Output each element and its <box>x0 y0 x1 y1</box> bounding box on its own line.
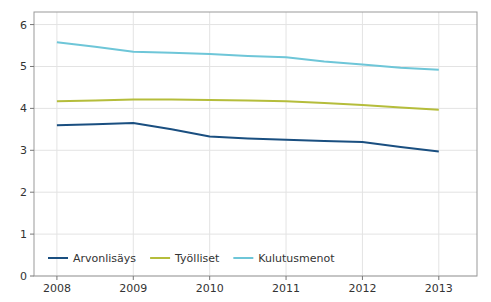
y-tick-label: 0 <box>20 270 27 283</box>
background <box>0 0 491 302</box>
y-tick-label: 4 <box>20 102 27 115</box>
legend-swatch <box>48 257 68 259</box>
x-tick-label: 2010 <box>196 282 224 295</box>
x-tick <box>438 276 439 280</box>
legend-item: Kulutusmenot <box>233 252 335 265</box>
grid-line-x <box>56 12 57 276</box>
series-line <box>57 42 439 70</box>
grid-line-y <box>34 66 477 67</box>
legend-swatch <box>150 257 170 259</box>
y-tick-label: 6 <box>20 19 27 32</box>
series-lines <box>57 42 439 151</box>
y-tick <box>30 276 34 277</box>
y-tick-label: 3 <box>20 144 27 157</box>
x-tick-label: 2011 <box>272 282 300 295</box>
grid <box>34 12 477 276</box>
y-tick <box>30 108 34 109</box>
legend-label: Arvonlisäys <box>73 252 136 265</box>
grid-line-y <box>34 150 477 151</box>
x-tick-label: 2013 <box>425 282 453 295</box>
x-tick-label: 2009 <box>119 282 147 295</box>
x-tick-label: 2012 <box>348 282 376 295</box>
grid-line-x <box>209 12 210 276</box>
y-tick <box>30 234 34 235</box>
y-tick <box>30 24 34 25</box>
x-tick <box>56 276 57 280</box>
y-tick <box>30 150 34 151</box>
y-tick <box>30 66 34 67</box>
x-tick <box>362 276 363 280</box>
legend-label: Kulutusmenot <box>258 252 335 265</box>
x-tick-label: 2008 <box>43 282 71 295</box>
series-line <box>57 123 439 151</box>
plot-frame <box>34 12 477 276</box>
y-tick-label: 2 <box>20 186 27 199</box>
y-tick-label: 5 <box>20 60 27 73</box>
grid-line-y <box>34 234 477 235</box>
x-tick <box>286 276 287 280</box>
axes: 2008 2009 2010 2011 2012 2013 0 1 2 3 4 5 6 <box>20 19 453 295</box>
chart: 2008 2009 2010 2011 2012 2013 0 1 2 3 4 5 6 Arvonlisä… <box>0 0 491 302</box>
grid-line-x <box>438 12 439 276</box>
legend-item: Työlliset <box>150 252 220 265</box>
grid-line-x <box>362 12 363 276</box>
x-tick <box>209 276 210 280</box>
legend-swatch <box>233 257 253 259</box>
legend: Arvonlisäys Työlliset Kulutusmenot <box>48 252 335 265</box>
legend-item: Arvonlisäys <box>48 252 136 265</box>
series-line <box>57 100 439 110</box>
x-tick <box>133 276 134 280</box>
grid-line-x <box>286 12 287 276</box>
y-tick-label: 1 <box>20 228 27 241</box>
legend-label: Työlliset <box>174 252 220 265</box>
y-tick <box>30 192 34 193</box>
grid-line-y <box>34 24 477 25</box>
grid-line-y <box>34 192 477 193</box>
